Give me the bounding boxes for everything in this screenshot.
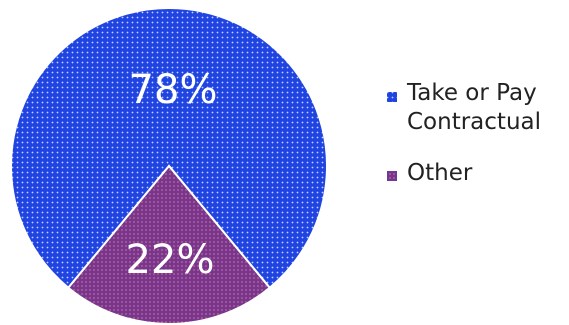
pie-slice-labels: 78% 22% bbox=[126, 67, 218, 283]
slice-label-other: 22% bbox=[126, 237, 215, 283]
legend: Take or Pay Contractual Other bbox=[387, 80, 541, 186]
legend-item-other: Other bbox=[387, 160, 473, 186]
legend-label: Other bbox=[407, 160, 473, 186]
legend-item-take-or-pay-contractual: Take or Pay Contractual bbox=[387, 80, 541, 135]
pie-slice-other bbox=[66, 164, 272, 325]
legend-swatch bbox=[387, 171, 397, 181]
pie-slice-take-or-pay-contractual bbox=[10, 7, 328, 290]
legend-label: Take or Pay Contractual bbox=[406, 80, 541, 135]
legend-swatch bbox=[387, 92, 397, 102]
pie-slices bbox=[10, 7, 328, 325]
slice-label-take-or-pay-contractual: 78% bbox=[129, 67, 218, 113]
